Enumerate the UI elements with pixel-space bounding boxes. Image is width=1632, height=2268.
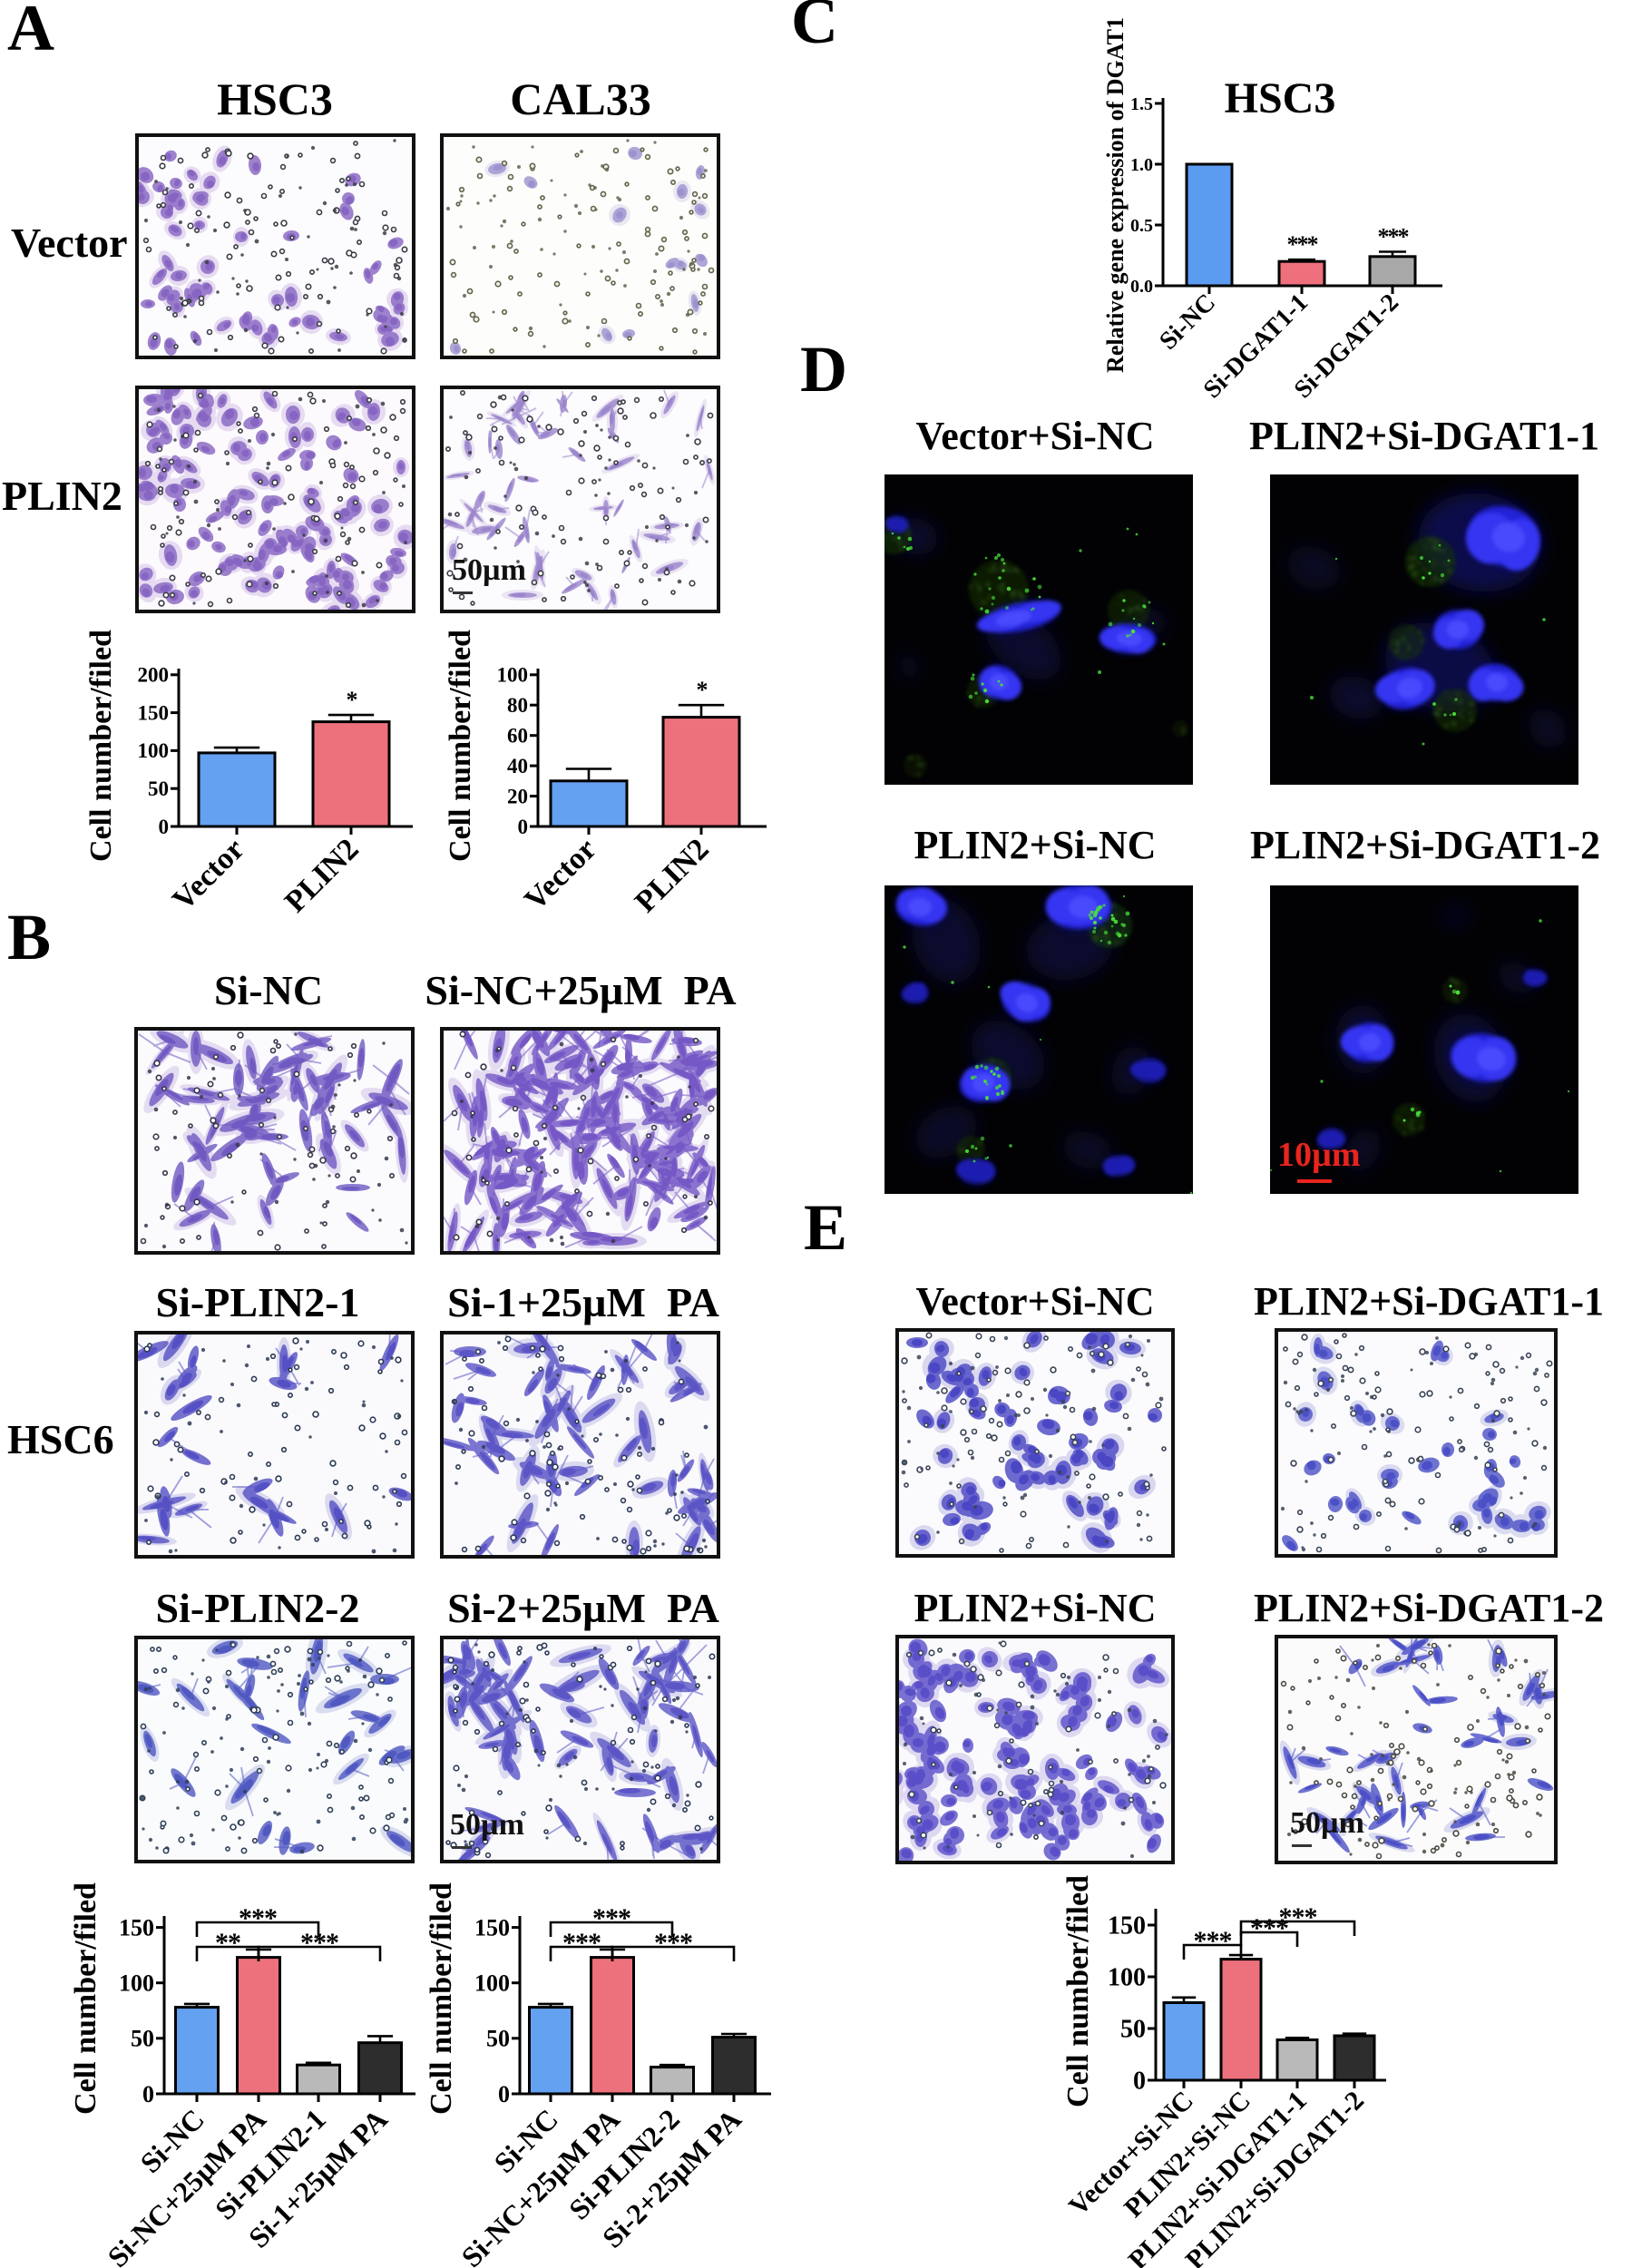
svg-text:Relative gene expression of DG: Relative gene expression of DGAT1	[1102, 17, 1129, 373]
svg-text:150: 150	[474, 1914, 510, 1941]
svg-text:***: ***	[300, 1928, 338, 1958]
svg-text:PLIN2: PLIN2	[279, 832, 366, 914]
svg-text:20: 20	[507, 785, 528, 807]
svg-text:***: ***	[239, 1903, 277, 1933]
svg-text:***: ***	[592, 1903, 630, 1933]
svg-text:Cell number/filed: Cell number/filed	[444, 630, 477, 862]
svg-text:*: *	[347, 687, 357, 713]
svg-text:150: 150	[138, 701, 170, 724]
svg-text:100: 100	[474, 1970, 510, 1997]
svg-text:Vector: Vector	[166, 832, 250, 914]
svg-text:0: 0	[498, 2081, 510, 2107]
svg-text:*: *	[697, 677, 708, 703]
svg-text:Si-NC: Si-NC	[1154, 288, 1221, 356]
svg-text:50: 50	[148, 777, 169, 800]
svg-text:100: 100	[138, 739, 170, 762]
svg-text:0: 0	[159, 816, 170, 838]
svg-text:***: ***	[1287, 231, 1318, 258]
svg-text:100: 100	[497, 664, 529, 687]
svg-text:Cell number/filed: Cell number/filed	[84, 630, 118, 862]
svg-text:***: ***	[562, 1928, 601, 1958]
svg-text:**: **	[215, 1928, 240, 1958]
svg-text:Vector: Vector	[518, 832, 602, 914]
svg-text:Cell number/filed: Cell number/filed	[426, 1882, 458, 2115]
svg-text:0: 0	[142, 2081, 154, 2107]
svg-text:40: 40	[507, 755, 528, 777]
svg-text:PLIN2: PLIN2	[629, 832, 716, 914]
svg-text:150: 150	[119, 1914, 154, 1941]
svg-text:60: 60	[507, 725, 528, 748]
svg-text:50: 50	[131, 2026, 154, 2052]
svg-text:0.5: 0.5	[1130, 216, 1153, 236]
svg-text:50: 50	[486, 2026, 510, 2052]
svg-text:***: ***	[654, 1928, 692, 1958]
svg-text:Cell number/filed: Cell number/filed	[69, 1882, 103, 2115]
svg-text:***: ***	[1378, 224, 1409, 250]
svg-text:0: 0	[518, 816, 529, 838]
svg-text:100: 100	[119, 1970, 154, 1997]
svg-text:0.0: 0.0	[1130, 277, 1153, 297]
svg-text:1.5: 1.5	[1130, 94, 1153, 114]
svg-text:80: 80	[507, 694, 528, 717]
svg-text:1.0: 1.0	[1130, 155, 1153, 175]
svg-text:200: 200	[138, 664, 170, 687]
